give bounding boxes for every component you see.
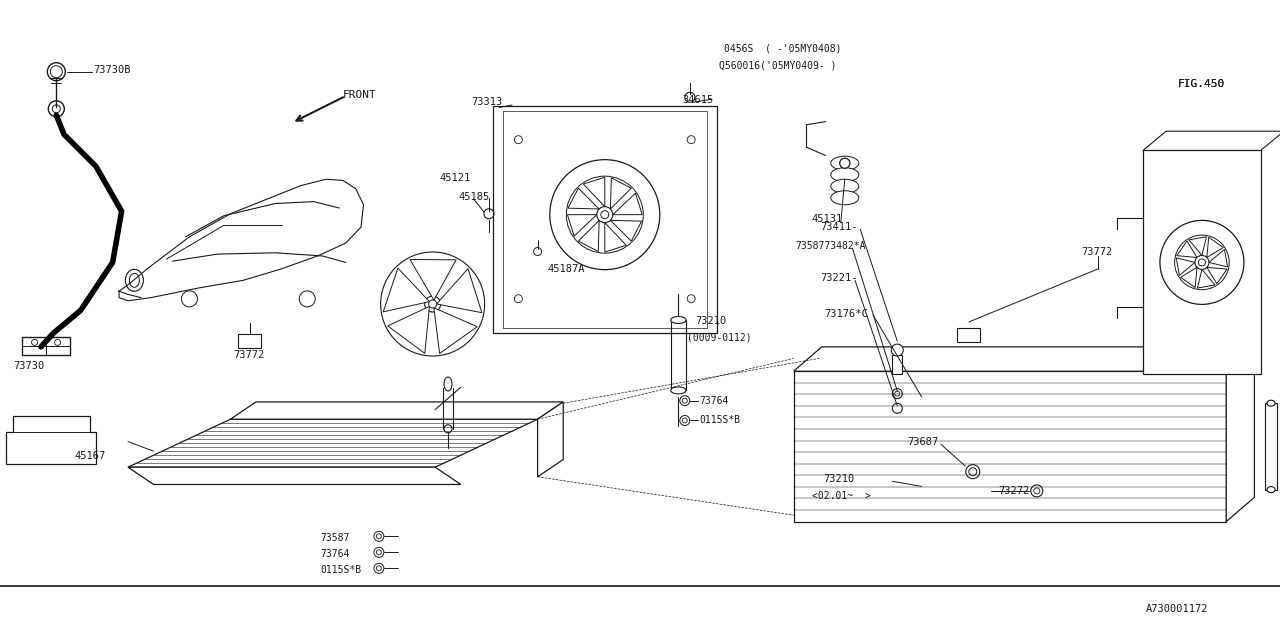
- Text: 73764: 73764: [699, 396, 728, 406]
- Text: 73210: 73210: [823, 474, 854, 484]
- Circle shape: [596, 207, 613, 223]
- Text: 0456S  ( -'05MY0408): 0456S ( -'05MY0408): [724, 44, 842, 54]
- Text: 45185: 45185: [458, 192, 489, 202]
- Polygon shape: [794, 347, 1254, 371]
- Text: (0009-0112): (0009-0112): [687, 333, 751, 343]
- Circle shape: [425, 296, 440, 312]
- Text: 0115S*B: 0115S*B: [320, 564, 361, 575]
- Polygon shape: [1143, 150, 1261, 374]
- Circle shape: [892, 388, 902, 399]
- Circle shape: [891, 344, 904, 356]
- Ellipse shape: [840, 158, 850, 168]
- Ellipse shape: [831, 179, 859, 193]
- Text: 73772: 73772: [1082, 246, 1112, 257]
- Circle shape: [840, 158, 850, 168]
- Polygon shape: [1143, 131, 1280, 150]
- Text: 73210: 73210: [695, 316, 726, 326]
- Ellipse shape: [671, 317, 686, 323]
- Polygon shape: [434, 308, 477, 353]
- Ellipse shape: [1267, 486, 1275, 493]
- Bar: [671, 320, 686, 390]
- Polygon shape: [6, 416, 96, 464]
- Text: 73764: 73764: [320, 548, 349, 559]
- Ellipse shape: [831, 156, 859, 170]
- Polygon shape: [538, 402, 563, 477]
- Text: 45187A: 45187A: [548, 264, 585, 274]
- Text: 73221-: 73221-: [820, 273, 858, 284]
- Polygon shape: [1226, 347, 1254, 522]
- Polygon shape: [128, 467, 461, 484]
- Ellipse shape: [1267, 400, 1275, 406]
- Text: 0115S*B: 0115S*B: [699, 415, 740, 426]
- Text: FIG.450: FIG.450: [1178, 79, 1225, 90]
- Text: 73272: 73272: [998, 486, 1029, 496]
- Text: 34615: 34615: [682, 95, 713, 106]
- Text: 73587: 73587: [320, 532, 349, 543]
- Polygon shape: [436, 269, 481, 313]
- Text: Q560016('05MY0409- ): Q560016('05MY0409- ): [719, 61, 837, 71]
- Ellipse shape: [831, 168, 859, 182]
- Bar: [892, 355, 902, 374]
- Text: 73730B: 73730B: [93, 65, 131, 76]
- Circle shape: [892, 403, 902, 413]
- Text: 7358773482*A: 7358773482*A: [795, 241, 865, 252]
- Bar: [1265, 403, 1277, 490]
- Polygon shape: [794, 371, 1226, 522]
- Text: FRONT: FRONT: [343, 90, 376, 100]
- Polygon shape: [493, 106, 717, 333]
- Text: 73411-: 73411-: [820, 222, 858, 232]
- Circle shape: [1030, 485, 1043, 497]
- Bar: [22, 337, 70, 355]
- Text: 73687: 73687: [908, 436, 938, 447]
- Text: 73176*C: 73176*C: [824, 308, 868, 319]
- Text: <02.01~  >: <02.01~ >: [812, 491, 870, 501]
- Text: A730001172: A730001172: [1146, 604, 1208, 614]
- Text: FIG.450: FIG.450: [1178, 79, 1225, 90]
- Ellipse shape: [671, 387, 686, 394]
- Text: 45131: 45131: [812, 214, 842, 224]
- Ellipse shape: [444, 425, 452, 433]
- Polygon shape: [383, 268, 429, 312]
- Circle shape: [1196, 255, 1208, 269]
- Polygon shape: [388, 307, 429, 353]
- Text: 73772: 73772: [233, 350, 264, 360]
- Polygon shape: [128, 419, 538, 467]
- Ellipse shape: [831, 191, 859, 205]
- Bar: [957, 328, 980, 342]
- Ellipse shape: [444, 377, 452, 391]
- Circle shape: [966, 465, 979, 479]
- Bar: [238, 334, 261, 348]
- Text: 73313: 73313: [471, 97, 502, 108]
- Text: 45167: 45167: [74, 451, 105, 461]
- Polygon shape: [410, 259, 456, 300]
- Text: 73730: 73730: [13, 361, 44, 371]
- Text: 45121: 45121: [439, 173, 470, 183]
- Polygon shape: [230, 402, 563, 419]
